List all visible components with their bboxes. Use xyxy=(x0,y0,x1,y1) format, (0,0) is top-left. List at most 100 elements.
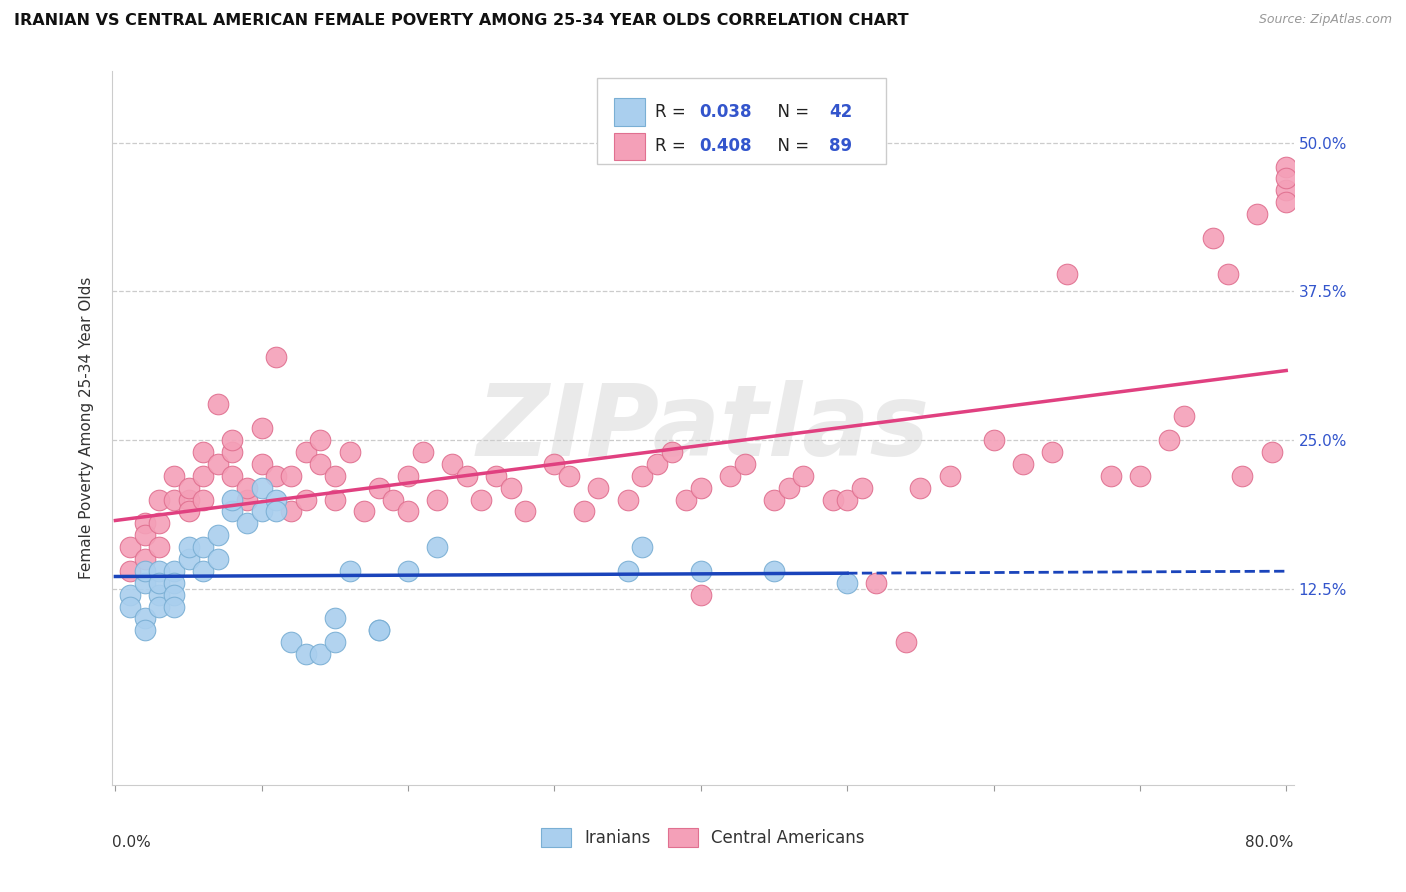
Point xyxy=(193,445,215,459)
Point xyxy=(543,457,565,471)
Point xyxy=(118,599,141,614)
Point xyxy=(309,647,332,661)
Point xyxy=(294,492,316,507)
Point xyxy=(323,492,346,507)
Point xyxy=(1216,267,1239,281)
Text: IRANIAN VS CENTRAL AMERICAN FEMALE POVERTY AMONG 25-34 YEAR OLDS CORRELATION CHA: IRANIAN VS CENTRAL AMERICAN FEMALE POVER… xyxy=(14,13,908,29)
Text: 0.038: 0.038 xyxy=(699,103,752,121)
Point xyxy=(266,492,288,507)
Point xyxy=(221,492,243,507)
Point xyxy=(177,540,200,554)
Point xyxy=(778,481,800,495)
Point xyxy=(207,528,229,542)
Point xyxy=(894,635,917,649)
Point xyxy=(236,481,259,495)
Point xyxy=(177,552,200,566)
Point xyxy=(983,433,1005,447)
Point xyxy=(163,599,186,614)
Point xyxy=(266,468,288,483)
Point xyxy=(163,588,186,602)
Point xyxy=(163,468,186,483)
Point xyxy=(470,492,492,507)
Point xyxy=(309,457,332,471)
Point xyxy=(631,468,654,483)
Point xyxy=(266,504,288,518)
Point xyxy=(1159,433,1181,447)
Point xyxy=(689,564,711,578)
Point xyxy=(134,575,156,590)
Point xyxy=(515,504,537,518)
Point xyxy=(1129,468,1152,483)
Point xyxy=(1275,160,1298,174)
Point xyxy=(762,492,785,507)
Point xyxy=(148,564,170,578)
Point xyxy=(323,635,346,649)
Point xyxy=(499,481,522,495)
Text: R =: R = xyxy=(655,137,690,155)
Point xyxy=(134,528,156,542)
Point xyxy=(163,492,186,507)
Point xyxy=(588,481,610,495)
Point xyxy=(367,624,389,638)
Point xyxy=(1275,195,1298,210)
Point xyxy=(1202,231,1225,245)
Point xyxy=(792,468,814,483)
Point xyxy=(193,492,215,507)
Point xyxy=(734,457,756,471)
Point xyxy=(382,492,405,507)
Point xyxy=(134,516,156,531)
Point xyxy=(236,516,259,531)
Point xyxy=(572,504,595,518)
Point xyxy=(163,564,186,578)
Point xyxy=(309,433,332,447)
Point xyxy=(1275,171,1298,186)
Point xyxy=(134,611,156,625)
Point xyxy=(616,564,638,578)
Point xyxy=(193,468,215,483)
Point xyxy=(177,504,200,518)
Point xyxy=(193,540,215,554)
Point xyxy=(440,457,463,471)
Legend: Iranians, Central Americans: Iranians, Central Americans xyxy=(533,819,873,855)
Point xyxy=(645,457,668,471)
Point xyxy=(221,504,243,518)
Point xyxy=(426,492,449,507)
Point xyxy=(294,647,316,661)
Point xyxy=(1260,445,1282,459)
Point xyxy=(558,468,581,483)
Point xyxy=(148,492,170,507)
Text: ZIPatlas: ZIPatlas xyxy=(477,380,929,476)
Point xyxy=(207,457,229,471)
Text: N =: N = xyxy=(766,103,814,121)
Point xyxy=(938,468,960,483)
Point xyxy=(134,552,156,566)
Point xyxy=(661,445,683,459)
Text: R =: R = xyxy=(655,103,690,121)
Point xyxy=(1232,468,1254,483)
Point xyxy=(280,504,302,518)
Point xyxy=(910,481,932,495)
Point xyxy=(339,564,361,578)
Point xyxy=(221,468,243,483)
Point xyxy=(396,504,419,518)
Point xyxy=(250,421,273,435)
Point xyxy=(689,588,711,602)
Point xyxy=(177,492,200,507)
Text: 89: 89 xyxy=(830,137,852,155)
Point xyxy=(1099,468,1122,483)
Point xyxy=(148,588,170,602)
Point xyxy=(718,468,741,483)
Point xyxy=(1275,183,1298,197)
Point xyxy=(221,445,243,459)
Point xyxy=(250,457,273,471)
Point xyxy=(675,492,697,507)
Point xyxy=(221,433,243,447)
Point xyxy=(118,540,141,554)
Point xyxy=(821,492,844,507)
Point xyxy=(134,564,156,578)
Point xyxy=(177,481,200,495)
Point xyxy=(456,468,478,483)
Text: N =: N = xyxy=(766,137,814,155)
Point xyxy=(323,611,346,625)
Point xyxy=(485,468,508,483)
